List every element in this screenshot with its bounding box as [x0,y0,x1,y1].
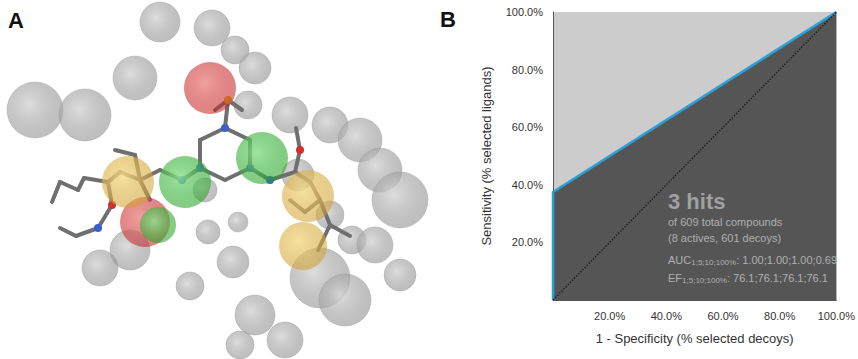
svg-text:EF: EF [668,272,682,284]
svg-text:(8 actives, 601 decoys): (8 actives, 601 decoys) [668,232,781,244]
svg-text:1 - Specificity (% selected de: 1 - Specificity (% selected decoys) [596,331,794,346]
svg-text:80.0%: 80.0% [512,64,543,76]
svg-text:100.0%: 100.0% [506,6,544,18]
svg-text:20.0%: 20.0% [594,310,625,322]
svg-text:20.0%: 20.0% [512,236,543,248]
svg-text:: 76.1;76.1;76.1;76.1: : 76.1;76.1;76.1;76.1 [727,272,828,284]
svg-text:60.0%: 60.0% [512,121,543,133]
svg-text:40.0%: 40.0% [512,179,543,191]
svg-text:40.0%: 40.0% [651,310,682,322]
svg-text:B: B [440,7,456,32]
svg-text:100.0%: 100.0% [818,310,856,322]
svg-text:60.0%: 60.0% [707,310,738,322]
svg-text:1;5;10;100%: 1;5;10;100% [691,258,736,267]
svg-text:3 hits: 3 hits [668,189,725,214]
svg-text:: 1.00;1.00;1.00;0.69: : 1.00;1.00;1.00;0.69 [736,254,837,266]
svg-text:80.0%: 80.0% [764,310,795,322]
svg-text:A: A [8,8,24,33]
svg-text:Sensitivity (% selected ligand: Sensitivity (% selected ligands) [479,66,494,245]
svg-text:AUC: AUC [668,254,691,266]
svg-text:of 609 total compounds: of 609 total compounds [668,216,783,228]
svg-text:1;5;10;100%: 1;5;10;100% [682,276,727,285]
